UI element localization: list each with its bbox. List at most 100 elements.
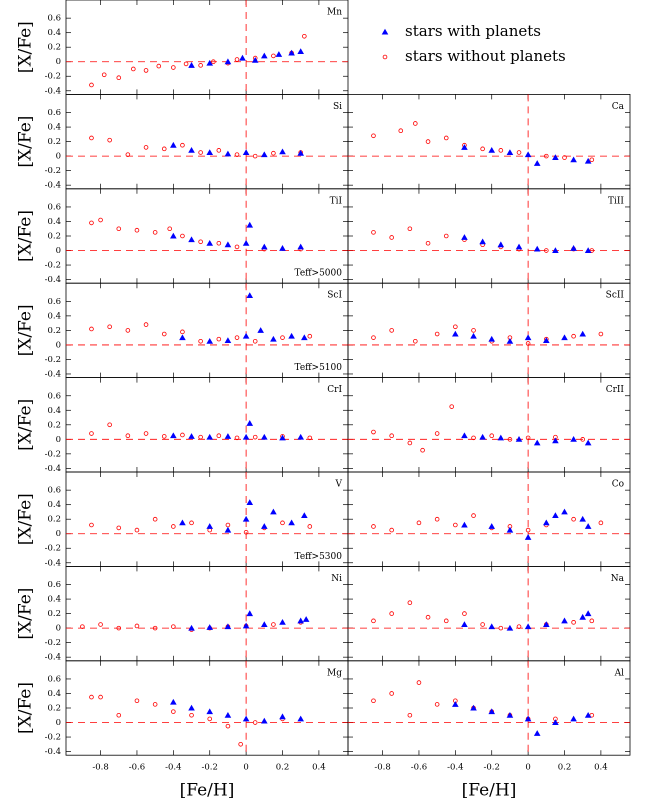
circle-point [371,335,376,340]
triangle-point [257,327,264,333]
triangle-point [224,526,232,533]
circle-point [234,57,240,62]
circle-point [156,63,162,69]
circle-point [116,525,122,531]
triangle-point [452,330,459,337]
x-tick-label: -0.4 [447,763,463,773]
panel-label: ScI [327,291,342,301]
circle-point [89,82,94,88]
circle-point [198,434,203,440]
circle-point [183,61,189,67]
triangle-point [506,149,514,155]
x-tick-label: 0.2 [276,763,290,773]
circle-point [371,618,376,624]
circle-point [134,527,140,533]
triangle-point [261,52,268,59]
y-tick-label: -0.4 [45,275,61,285]
circle-point [89,135,94,141]
circle-point [453,522,458,528]
panel-frame [347,94,631,190]
panel-label: Co [612,480,624,490]
triangle-point [188,62,195,68]
triangle-point [246,420,254,426]
triangle-point [224,711,232,718]
panel-label: TiII [608,196,624,206]
circle-point [407,712,413,718]
triangle-point [251,56,259,63]
circle-point [280,520,285,526]
circle-point [171,624,176,629]
circle-point [525,341,531,346]
circle-point [234,335,240,340]
circle-point [143,431,149,436]
triangle-point [506,526,514,533]
triangle-point [297,715,304,722]
triangle-point [552,154,559,161]
y-tick-label: 0.4 [47,311,61,321]
panel-frame [347,660,631,756]
circle-point [207,716,213,722]
circle-point [171,524,176,529]
triangle-point [297,48,304,55]
circle-point [425,240,431,246]
circle-point [161,434,167,439]
circle-point [434,516,440,522]
triangle-point [242,239,250,246]
triangle-point [543,519,550,526]
x-tick-label: -0.8 [92,763,108,773]
circle-point [216,336,222,342]
panel-frame [65,0,349,95]
y-tick-label: 0.4 [47,406,61,416]
circle-point [525,527,531,533]
legend-marker [381,28,389,35]
circle-point [180,329,185,335]
circle-point [271,622,276,627]
circle-point [243,529,249,535]
triangle-point [188,236,195,243]
panel-label: CrII [606,385,625,395]
circle-point [107,137,112,143]
triangle-point [461,521,468,528]
x-tick-label: 0.4 [312,763,326,773]
circle-point [225,522,231,528]
circle-point [143,145,149,150]
triangle-point [497,434,505,441]
x-axis-label: [Fe/H] [180,781,235,801]
circle-point [371,429,376,435]
triangle-point [224,58,232,65]
y-tick-label: 0.4 [47,689,61,699]
circle-point [389,433,394,438]
circle-point [252,720,258,725]
circle-point [589,618,595,624]
circle-point [598,520,604,526]
y-tick-label: -0.4 [45,369,61,379]
circle-point [125,328,131,333]
triangle-point [188,624,195,631]
circle-point [434,331,440,337]
y-axis-label: [X/Fe] [16,210,36,262]
triangle-point [543,621,550,627]
circle-point [589,157,595,163]
y-tick-label: -0.4 [45,653,61,663]
y-tick-label: 0.2 [47,326,61,336]
y-tick-label: -0.2 [45,733,61,743]
y-tick-label: 0.4 [47,500,61,510]
circle-point [152,516,158,522]
triangle-point [224,623,232,630]
triangle-point [515,243,523,250]
circle-point [167,226,173,232]
y-tick-label: 0.6 [47,580,61,590]
y-tick-label: 0 [56,152,61,162]
triangle-point [261,717,268,724]
circle-point [143,68,149,73]
circle-point [443,135,449,141]
triangle-point [570,436,577,442]
triangle-point [279,245,286,251]
triangle-point [461,234,468,240]
circle-point [453,324,458,330]
circle-point [407,226,413,232]
circle-point [216,433,222,438]
circle-point [225,723,231,729]
x-tick-label: -0.6 [411,763,427,773]
